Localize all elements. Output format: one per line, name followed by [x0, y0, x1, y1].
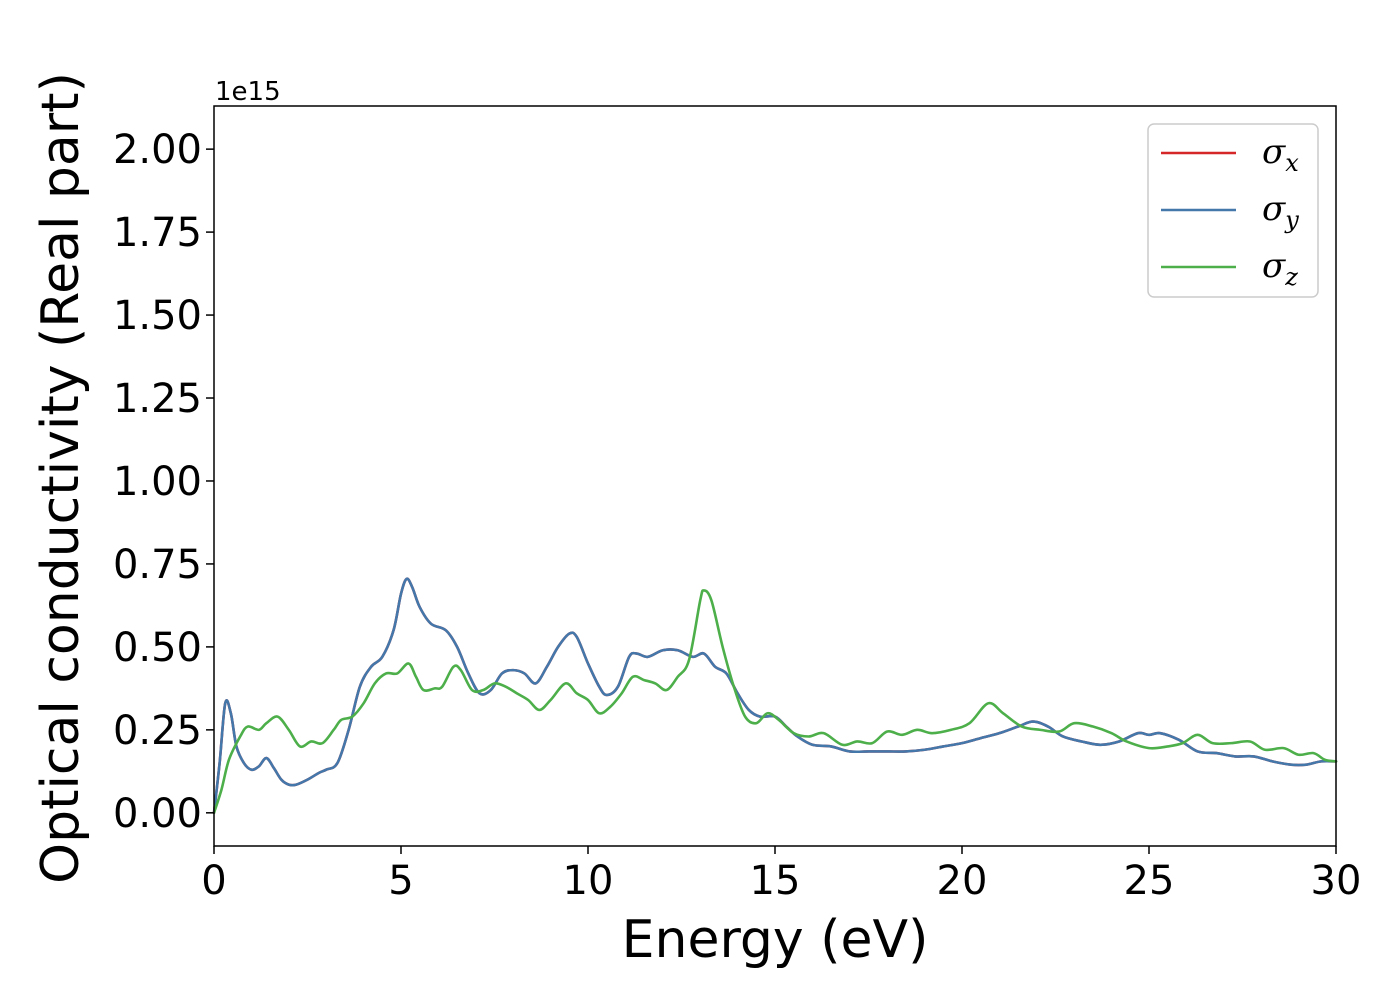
y-tick-label: 0.50 [113, 625, 202, 671]
legend-label-sigma-y: σy [1262, 189, 1299, 234]
x-axis-ticks: 0 5 10 15 20 25 30 [201, 846, 1361, 904]
y-tick-label: 0.00 [113, 791, 202, 837]
x-tick-label: 30 [1311, 858, 1362, 904]
legend-label-sigma-z: σz [1262, 246, 1298, 291]
legend-subscript: y [1284, 206, 1299, 234]
x-tick-label: 20 [937, 858, 988, 904]
y-axis-label: Optical conductivity (Real part) [31, 72, 91, 884]
y-tick-label: 1.25 [113, 376, 202, 422]
series-layer [212, 577, 1338, 815]
legend-subscript: z [1284, 263, 1298, 291]
x-tick-label: 15 [750, 858, 801, 904]
y-tick-label: 1.75 [113, 210, 202, 256]
y-tick-label: 1.00 [113, 459, 202, 505]
series-line-sigma-y [212, 577, 1338, 815]
y-tick-label: 1.50 [113, 293, 202, 339]
y-offset-label: 1e15 [215, 77, 281, 107]
y-tick-label: 2.00 [113, 127, 202, 173]
x-tick-label: 10 [563, 858, 614, 904]
y-axis-ticks: 0.00 0.25 0.50 0.75 1.00 1.25 1.50 1.75 2.00 [113, 127, 214, 837]
y-tick-label: 0.25 [113, 708, 202, 754]
y-tick-label: 0.75 [113, 542, 202, 588]
legend-symbol: σ [1262, 132, 1286, 172]
legend-subscript: x [1285, 149, 1299, 177]
legend-label-sigma-x: σx [1262, 132, 1299, 177]
x-tick-label: 25 [1124, 858, 1175, 904]
legend-symbol: σ [1262, 246, 1286, 286]
x-tick-label: 0 [201, 858, 226, 904]
x-axis-label: Energy (eV) [622, 910, 929, 970]
series-line-sigma-z [212, 589, 1338, 815]
legend-symbol: σ [1262, 189, 1286, 229]
x-tick-label: 5 [388, 858, 413, 904]
